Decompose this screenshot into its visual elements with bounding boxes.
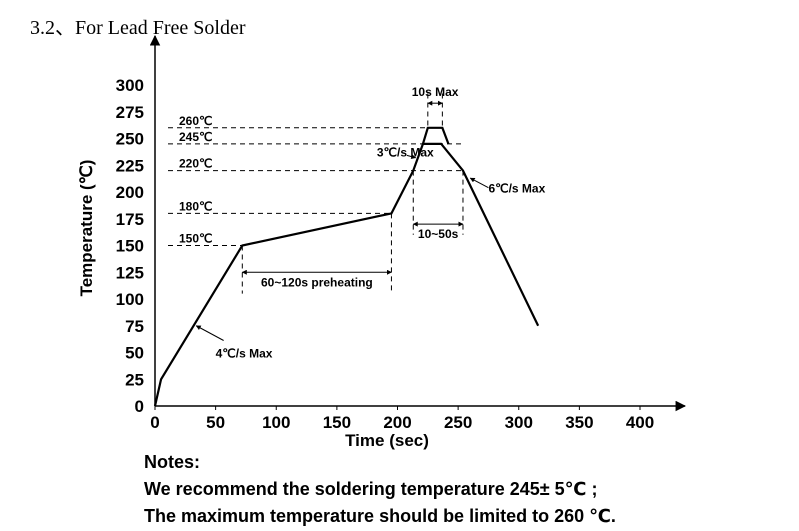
y-tick-label: 150 [116,237,144,256]
axes [149,34,687,412]
profile-curve [153,126,540,407]
y-tick-label: 100 [116,290,144,309]
x-tick-label: 350 [565,413,593,432]
y-tick-label: 50 [125,344,144,363]
y-tick-label: 125 [116,263,144,282]
annotation-arrow [406,154,417,159]
notes-title: Notes: [144,452,201,472]
annotation-arrow [469,177,489,189]
reference-label: 260℃ [179,114,213,128]
y-tick-label: 225 [116,156,144,175]
annotation-label: 3℃/s Max [377,145,434,159]
reference-label: 245℃ [179,130,213,144]
y-tick-label: 200 [116,183,144,202]
span-label: 60~120s preheating [261,275,373,289]
profile-line [421,126,450,145]
reference-lines: 260℃ 245℃ 220℃ 180℃ 150℃ [168,93,464,294]
section-heading: 3.2、For Lead Free Solder [30,17,246,39]
y-tick-label: 75 [125,317,144,336]
annotation-label: 4℃/s Max [216,347,273,361]
x-tick-label: 200 [383,413,411,432]
x-tick-label: 0 [150,413,159,432]
x-tick-label: 50 [206,413,225,432]
tick-labels: 0 50 100 150 200 250 300 350 400 0 25 50 75 100 125 150… [116,76,655,432]
x-tick-label: 100 [262,413,290,432]
y-tick-label: 25 [125,370,144,389]
y-tick-label: 300 [116,76,144,95]
x-tick-label: 400 [626,413,654,432]
x-axis-label: Time (sec) [345,431,429,450]
y-tick-label: 275 [116,103,144,122]
reference-label: 150℃ [179,232,213,246]
y-tick-label: 175 [116,210,144,229]
x-tick-label: 150 [323,413,351,432]
reference-label: 180℃ [179,199,213,213]
annotation-label: 6℃/s Max [488,182,545,196]
x-tick-label: 300 [505,413,533,432]
notes-line-2: The maximum temperature should be limite… [144,506,616,526]
y-tick-label: 250 [116,130,144,149]
span-label: 10s Max [412,85,459,99]
annotation-arrow [195,325,224,341]
span-label: 10~50s [418,227,459,241]
y-tick-label: 0 [135,397,144,416]
reference-label: 220℃ [179,157,213,171]
notes-line-1: We recommend the soldering temperature 2… [144,479,598,499]
x-tick-label: 250 [444,413,472,432]
chart-labels: 60~120s preheating 10~50s 10s Max 4℃/s Max 3… [195,85,546,361]
y-axis-label: Temperature (℃) [77,160,96,297]
profile-line [153,142,540,407]
